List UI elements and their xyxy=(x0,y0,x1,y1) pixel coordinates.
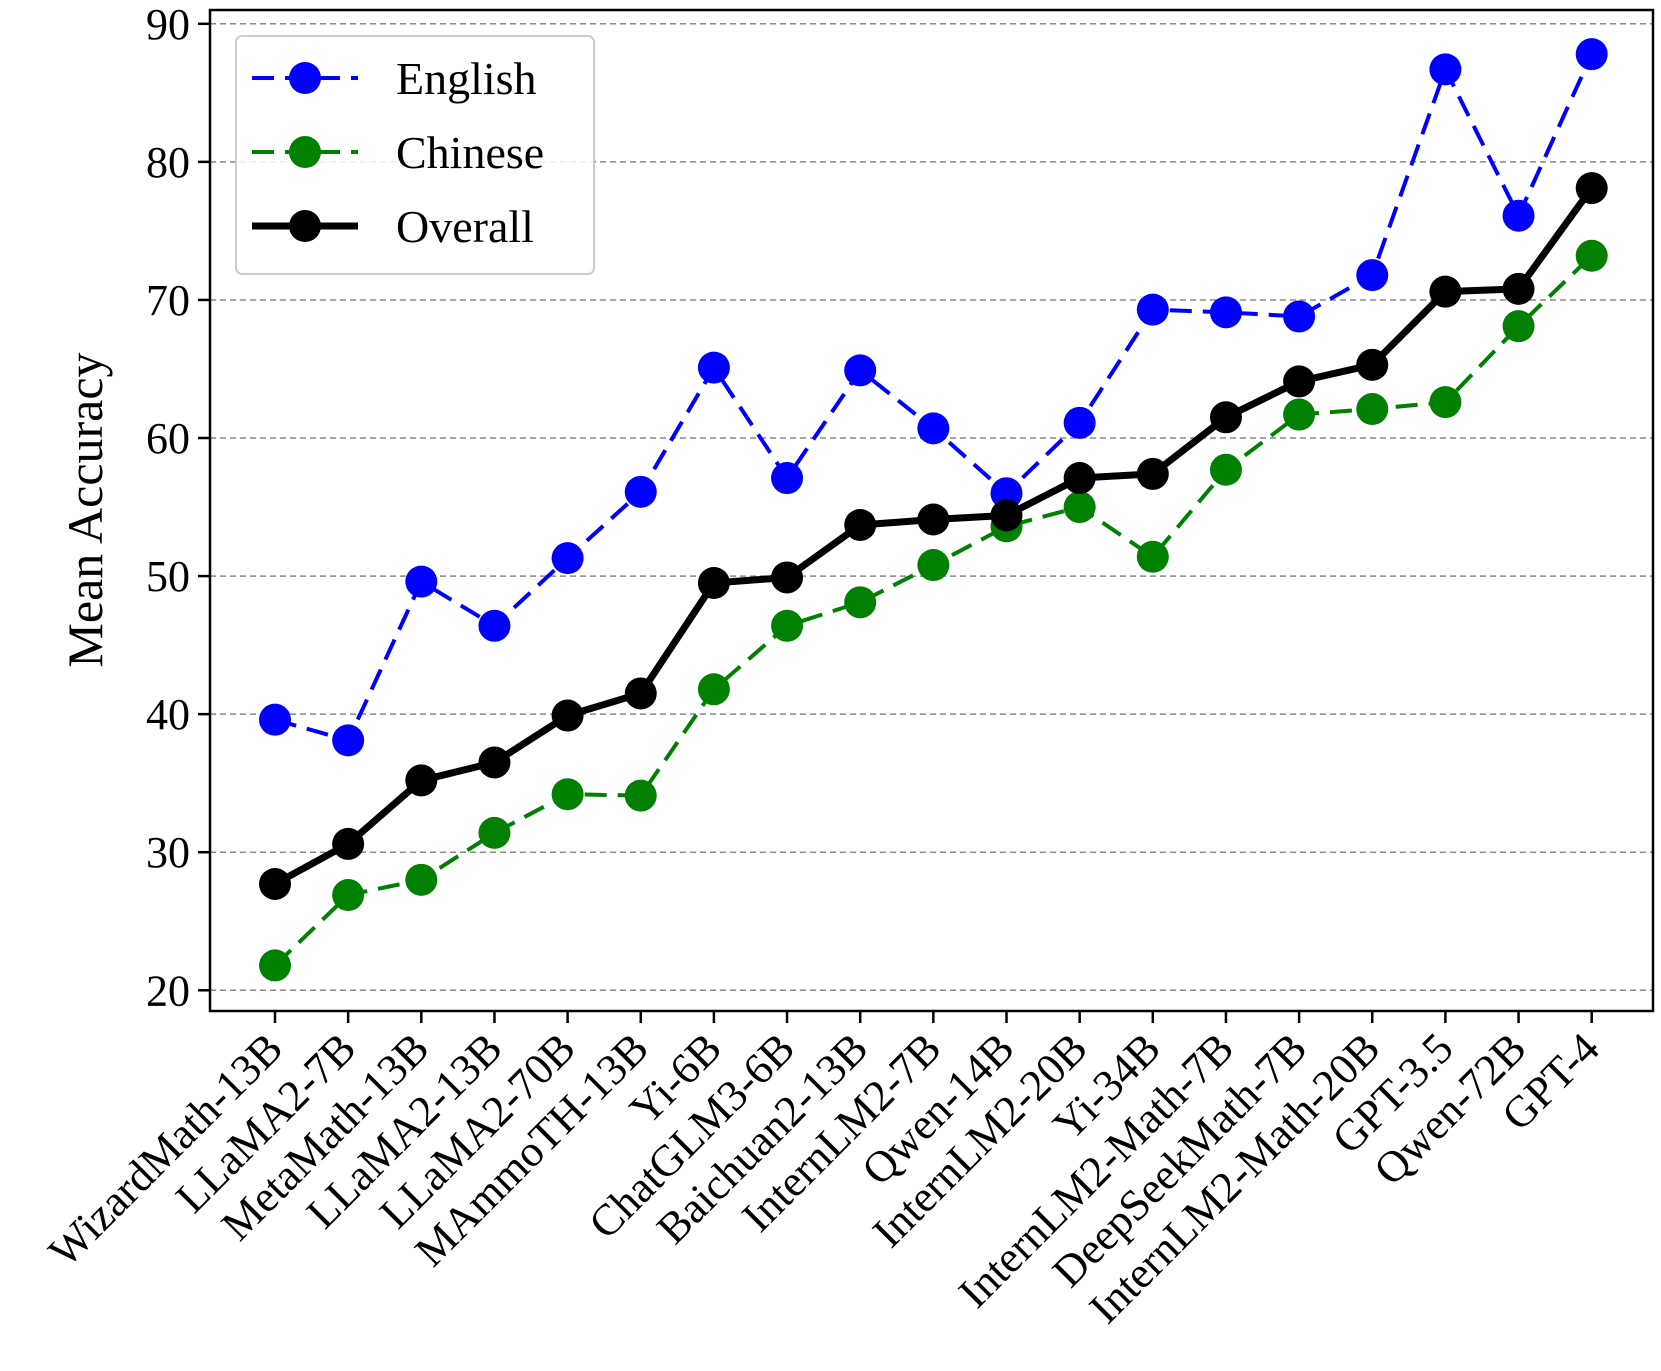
data-point-chinese xyxy=(624,779,657,812)
legend-label-overall: Overall xyxy=(396,201,534,252)
y-tick-label: 30 xyxy=(146,828,190,877)
data-point-overall xyxy=(697,566,730,599)
data-point-chinese xyxy=(259,949,291,982)
data-point-english xyxy=(1283,300,1316,333)
data-point-english xyxy=(332,724,365,757)
data-point-chinese xyxy=(917,549,950,582)
legend-marker-overall xyxy=(289,210,321,242)
series-line-overall xyxy=(273,186,1595,888)
data-point-chinese xyxy=(1356,393,1389,426)
data-point-english xyxy=(551,542,584,575)
data-point-english xyxy=(697,351,730,384)
data-point-english xyxy=(990,477,1023,510)
data-point-chinese xyxy=(844,586,877,619)
data-point-overall xyxy=(771,561,804,594)
data-point-overall xyxy=(917,503,950,536)
series-layer xyxy=(259,38,1608,982)
data-point-english xyxy=(1429,53,1462,86)
data-point-chinese xyxy=(1429,386,1462,419)
data-point-overall xyxy=(624,677,657,710)
legend-label-english: English xyxy=(396,53,537,104)
y-tick-label: 60 xyxy=(146,414,190,463)
data-point-chinese xyxy=(551,778,584,811)
data-point-english xyxy=(405,565,438,598)
y-axis-title: Mean Accuracy xyxy=(57,352,113,667)
data-point-chinese xyxy=(697,673,730,706)
legend-entries: English Chinese Overall xyxy=(252,53,544,252)
data-point-overall xyxy=(259,867,291,900)
data-point-overall xyxy=(1063,462,1096,495)
data-point-overall xyxy=(1575,172,1608,205)
data-point-chinese xyxy=(1502,310,1535,343)
data-point-chinese xyxy=(771,609,804,642)
data-point-english xyxy=(1136,293,1169,326)
data-point-english xyxy=(844,354,877,387)
data-point-chinese xyxy=(1136,540,1169,573)
data-point-overall xyxy=(405,764,438,797)
data-point-overall xyxy=(1136,457,1169,490)
plot-frame xyxy=(208,8,1655,1013)
y-tick-label: 50 xyxy=(146,552,190,601)
y-tick-label: 90 xyxy=(146,0,190,49)
data-point-overall xyxy=(478,746,511,779)
data-point-english xyxy=(478,609,511,642)
data-point-english xyxy=(259,703,291,736)
data-point-chinese xyxy=(1063,491,1096,524)
data-point-english xyxy=(771,462,804,495)
legend: English Chinese Overall xyxy=(235,35,595,275)
data-point-chinese xyxy=(1283,398,1316,431)
data-point-overall xyxy=(1356,348,1389,381)
data-point-chinese xyxy=(332,879,365,912)
data-point-chinese xyxy=(478,816,511,849)
data-point-overall xyxy=(1209,401,1242,434)
data-point-chinese xyxy=(1575,239,1608,272)
data-point-english xyxy=(624,475,657,508)
data-point-english xyxy=(1356,259,1389,292)
data-point-overall xyxy=(551,699,584,732)
data-point-overall xyxy=(844,508,877,541)
y-tick-label: 80 xyxy=(146,138,190,187)
data-point-overall xyxy=(990,499,1023,532)
data-point-english xyxy=(1209,296,1242,329)
y-tick-label: 20 xyxy=(146,966,190,1015)
y-tick-label: 70 xyxy=(146,276,190,325)
y-tick-label: 40 xyxy=(146,690,190,739)
data-point-english xyxy=(917,412,950,445)
data-point-english xyxy=(1502,199,1535,232)
legend-marker-english xyxy=(289,62,321,94)
legend-label-chinese: Chinese xyxy=(396,127,544,178)
data-point-overall xyxy=(1502,272,1535,305)
legend-marker-chinese xyxy=(289,136,321,168)
data-point-overall xyxy=(1283,365,1316,398)
data-point-english xyxy=(1063,406,1096,439)
data-point-overall xyxy=(332,827,365,860)
legend-box xyxy=(235,35,595,275)
data-point-english xyxy=(1575,38,1608,71)
data-point-chinese xyxy=(1209,453,1242,486)
data-point-chinese xyxy=(405,863,438,896)
data-point-overall xyxy=(1429,275,1462,308)
